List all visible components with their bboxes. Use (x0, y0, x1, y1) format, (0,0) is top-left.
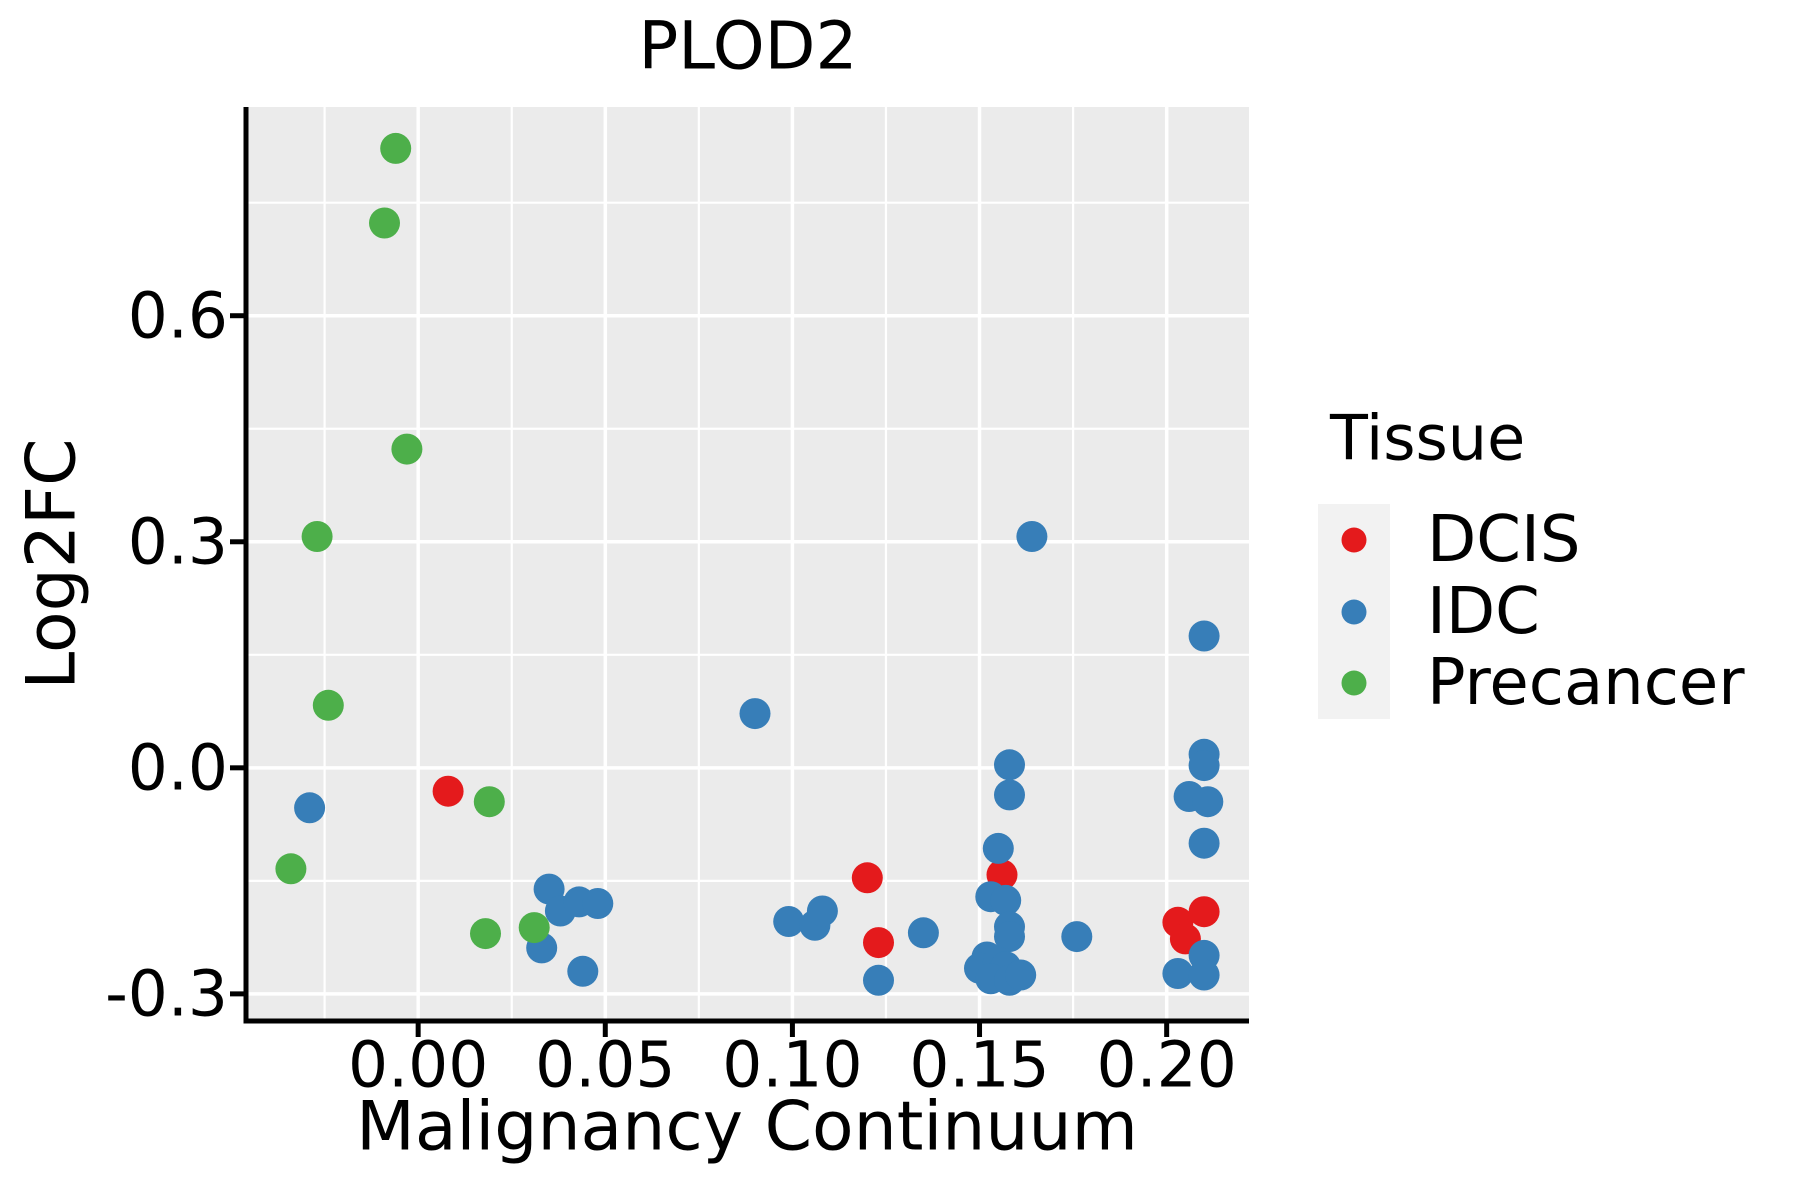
legend-label-dcis: DCIS (1427, 502, 1581, 577)
data-point-idc (982, 832, 1014, 864)
data-point-idc (806, 895, 838, 927)
data-point-idc (1005, 959, 1037, 991)
data-point-precancer (473, 786, 505, 818)
data-point-dcis (851, 862, 883, 894)
legend-label-precancer: Precancer (1427, 646, 1745, 721)
legend-swatch-dcis-icon (1341, 527, 1367, 553)
data-point-idc (994, 921, 1025, 953)
data-point-precancer (470, 918, 501, 950)
data-point-idc (773, 906, 805, 937)
data-point-idc (294, 792, 326, 824)
data-point-idc (1188, 750, 1220, 782)
data-point-idc (990, 884, 1022, 916)
data-point-idc (994, 779, 1025, 811)
data-point-idc (1061, 921, 1093, 953)
data-point-idc (1162, 958, 1194, 989)
plot-panel (246, 107, 1249, 1021)
legend-title: Tissue (1330, 401, 1526, 475)
data-point-idc (863, 964, 894, 996)
data-point-precancer (380, 132, 412, 164)
data-point-precancer (391, 433, 423, 465)
data-point-precancer (301, 521, 333, 552)
data-point-dcis (863, 927, 894, 959)
data-point-precancer (275, 853, 307, 885)
data-point-dcis (1188, 896, 1220, 928)
data-point-precancer (518, 912, 550, 944)
data-point-idc (1016, 521, 1048, 552)
data-point-idc (994, 749, 1025, 781)
data-point-idc (1192, 786, 1224, 818)
data-point-idc (907, 917, 939, 949)
data-point-idc (739, 698, 771, 730)
data-point-idc (1188, 620, 1220, 652)
data-point-dcis (432, 775, 464, 807)
legend-swatch-idc-icon (1341, 599, 1367, 625)
data-point-idc (567, 955, 599, 987)
legend-label-idc: IDC (1427, 574, 1540, 649)
data-point-precancer (312, 689, 344, 721)
data-point-idc (1188, 959, 1220, 991)
data-point-idc (1188, 827, 1220, 859)
data-point-precancer (369, 207, 400, 239)
legend-swatch-precancer-icon (1341, 670, 1367, 696)
data-point-idc (582, 888, 614, 919)
